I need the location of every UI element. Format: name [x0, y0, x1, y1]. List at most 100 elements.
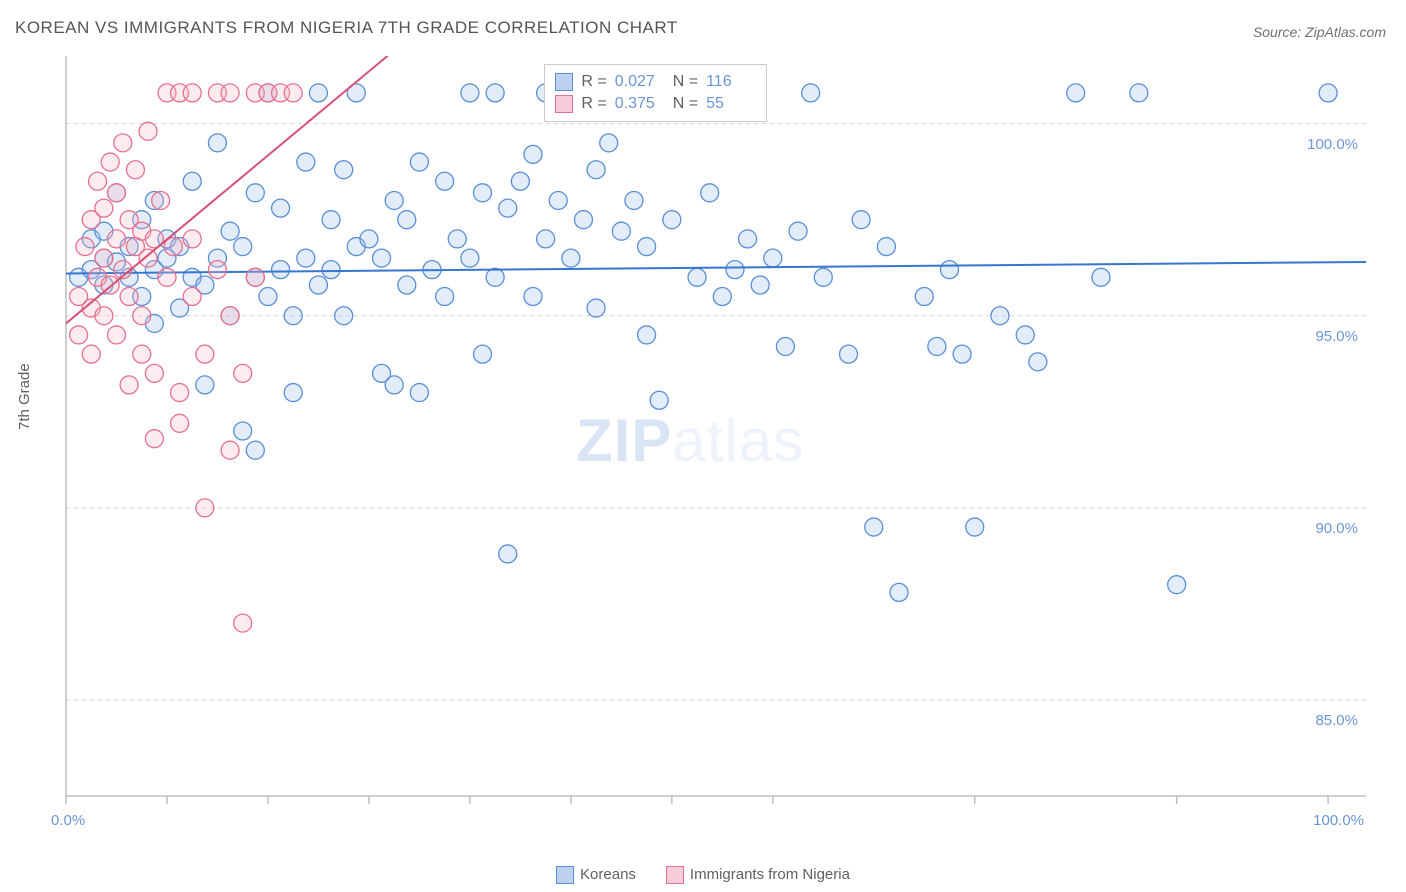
y-tick-label: 85.0%: [1315, 712, 1358, 729]
data-point: [246, 441, 264, 459]
data-point: [107, 230, 125, 248]
data-point: [461, 249, 479, 267]
n-label: N =: [673, 95, 698, 113]
data-point: [107, 326, 125, 344]
data-point: [524, 288, 542, 306]
data-point: [663, 211, 681, 229]
chart-container: ZIPatlas R = 0.027N = 116R = 0.375N = 55…: [56, 56, 1376, 806]
series-legend: Koreans Immigrants from Nigeria: [556, 866, 850, 884]
data-point: [335, 161, 353, 179]
data-point: [95, 307, 113, 325]
data-point: [448, 230, 466, 248]
data-point: [272, 199, 290, 217]
data-point: [574, 211, 592, 229]
r-value: 0.375: [615, 95, 665, 113]
legend-swatch: [666, 866, 684, 884]
y-tick-label: 95.0%: [1315, 328, 1358, 345]
data-point: [183, 84, 201, 102]
data-point: [183, 172, 201, 190]
data-point: [145, 364, 163, 382]
legend-label: Koreans: [580, 866, 636, 883]
data-point: [183, 288, 201, 306]
data-point: [436, 288, 454, 306]
x-tick-label: 100.0%: [1313, 812, 1364, 829]
r-label: R =: [581, 73, 606, 91]
data-point: [196, 499, 214, 517]
legend-label: Immigrants from Nigeria: [690, 866, 850, 883]
data-point: [953, 345, 971, 363]
data-point: [650, 391, 668, 409]
data-point: [612, 222, 630, 240]
r-value: 0.027: [615, 73, 665, 91]
data-point: [284, 384, 302, 402]
data-point: [638, 326, 656, 344]
data-point: [133, 345, 151, 363]
data-point: [234, 422, 252, 440]
data-point: [208, 134, 226, 152]
data-point: [335, 307, 353, 325]
data-point: [76, 238, 94, 256]
data-point: [120, 288, 138, 306]
data-point: [499, 199, 517, 217]
legend-item: Immigrants from Nigeria: [666, 866, 850, 884]
data-point: [486, 268, 504, 286]
data-point: [221, 307, 239, 325]
n-value: 55: [706, 95, 756, 113]
data-point: [1319, 84, 1337, 102]
data-point: [1029, 353, 1047, 371]
data-point: [95, 199, 113, 217]
data-point: [587, 161, 605, 179]
data-point: [373, 249, 391, 267]
data-point: [1067, 84, 1085, 102]
data-point: [638, 238, 656, 256]
r-label: R =: [581, 95, 606, 113]
data-point: [398, 276, 416, 294]
data-point: [221, 222, 239, 240]
data-point: [928, 337, 946, 355]
data-point: [133, 307, 151, 325]
data-point: [89, 172, 107, 190]
data-point: [789, 222, 807, 240]
data-point: [461, 84, 479, 102]
data-point: [1168, 576, 1186, 594]
data-point: [234, 614, 252, 632]
data-point: [537, 230, 555, 248]
data-point: [385, 191, 403, 209]
data-point: [865, 518, 883, 536]
data-point: [511, 172, 529, 190]
data-point: [890, 583, 908, 601]
data-point: [196, 376, 214, 394]
data-point: [208, 261, 226, 279]
data-point: [474, 345, 492, 363]
data-point: [688, 268, 706, 286]
data-point: [114, 134, 132, 152]
data-point: [713, 288, 731, 306]
data-point: [234, 364, 252, 382]
data-point: [183, 230, 201, 248]
data-point: [486, 84, 504, 102]
data-point: [776, 337, 794, 355]
data-point: [915, 288, 933, 306]
source-attribution: Source: ZipAtlas.com: [1253, 24, 1386, 40]
data-point: [814, 268, 832, 286]
n-value: 116: [706, 73, 756, 91]
data-point: [852, 211, 870, 229]
scatter-plot: [56, 56, 1376, 806]
chart-title: KOREAN VS IMMIGRANTS FROM NIGERIA 7TH GR…: [15, 18, 678, 38]
data-point: [309, 276, 327, 294]
data-point: [991, 307, 1009, 325]
data-point: [1130, 84, 1148, 102]
legend-row: R = 0.027N = 116: [555, 71, 756, 93]
data-point: [139, 249, 157, 267]
data-point: [272, 261, 290, 279]
data-point: [171, 384, 189, 402]
data-point: [726, 261, 744, 279]
data-point: [246, 184, 264, 202]
y-tick-label: 100.0%: [1307, 136, 1358, 153]
data-point: [171, 414, 189, 432]
legend-swatch: [555, 95, 573, 113]
data-point: [410, 384, 428, 402]
data-point: [739, 230, 757, 248]
data-point: [221, 84, 239, 102]
x-tick-label: 0.0%: [51, 812, 85, 829]
